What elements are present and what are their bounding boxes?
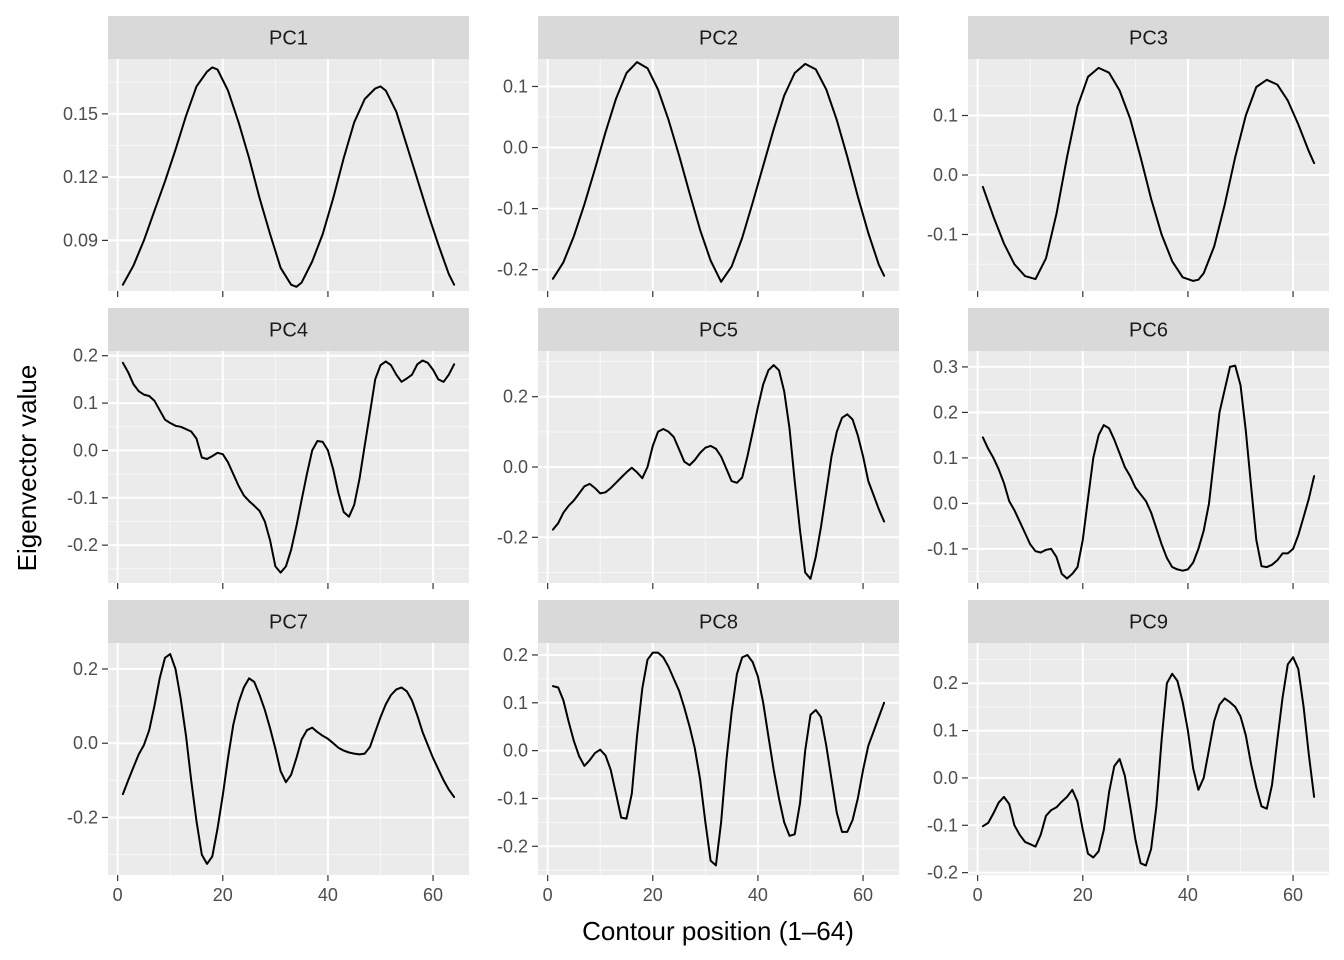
plot-background [108,351,469,583]
panel-pc7: PC7 -0.2 0.0 0.2 0 20 40 60 [67,600,469,905]
x-tick-label: 0 [973,885,983,905]
y-tick-label: 0.1 [73,393,98,413]
y-tick-label: 0.0 [73,440,98,460]
y-tick-label: 0.2 [503,645,528,665]
y-tick-label: -0.1 [67,488,98,508]
facet-strip [538,600,899,643]
series-line-pc6 [981,364,1316,580]
x-tick-label: 20 [643,885,663,905]
facet-strip [968,308,1329,351]
series-line-pc9 [981,656,1316,867]
y-tick-label: -0.2 [497,260,528,280]
panel-pc6: PC6 -0.1 0.0 0.1 0.2 0.3 [927,308,1329,589]
series-line-pc4 [121,359,456,574]
panel-pc3: PC3 -0.1 0.0 0.1 [927,16,1329,297]
x-tick-label: 60 [853,885,873,905]
series-line-pc1 [121,66,456,288]
y-tick-label: 0.0 [73,733,98,753]
x-tick-label: 20 [213,885,233,905]
y-tick-label: -0.2 [927,863,958,883]
panel-pc8: PC8 -0.2 -0.1 0.0 0.1 0.2 0 20 40 60 [497,600,899,905]
y-tick-label: -0.2 [67,807,98,827]
plot-background [108,59,469,291]
x-tick-label: 40 [318,885,338,905]
panel-pc4: PC4 -0.2 -0.1 0.0 0.1 0.2 [67,308,469,589]
facet-strip [108,308,469,351]
y-tick-label: 0.1 [503,76,528,96]
facet-strip-label: PC4 [269,320,308,342]
y-tick-label: 0.0 [503,138,528,158]
y-tick-label: 0.1 [933,721,958,741]
facet-strip-label: PC6 [1129,320,1168,342]
facet-strip-label: PC8 [699,612,738,634]
x-tick-label: 0 [113,885,123,905]
y-tick-label: 0.0 [933,165,958,185]
y-tick-label: -0.1 [927,539,958,559]
y-tick-label: 0.0 [503,741,528,761]
facet-strip [538,16,899,59]
y-tick-label: 0.2 [73,346,98,366]
x-tick-label: 60 [423,885,443,905]
y-tick-label: -0.2 [497,836,528,856]
series-line-pc5 [551,364,886,580]
y-tick-label: 0.1 [503,693,528,713]
y-tick-label: 0.1 [933,106,958,126]
x-tick-label: 20 [1073,885,1093,905]
plot-background [968,643,1329,875]
x-tick-label: 40 [1178,885,1198,905]
series-line-pc2 [551,61,886,283]
series-line-pc8 [551,651,886,867]
series-line-pc7 [121,653,456,865]
facet-strip [968,600,1329,643]
y-tick-label: 0.2 [933,402,958,422]
panel-pc1: PC1 0.09 0.12 0.15 [63,16,469,297]
plot-background [108,643,469,875]
y-tick-label: -0.1 [497,199,528,219]
y-tick-label: -0.1 [927,224,958,244]
y-tick-label: 0.12 [63,167,98,187]
y-axis-title: Eigenvector value [12,365,42,572]
y-tick-label: -0.2 [67,535,98,555]
facet-strip [108,600,469,643]
facet-strip-label: PC7 [269,612,308,634]
plot-background [538,59,899,291]
x-tick-label: 40 [748,885,768,905]
facet-strip-label: PC1 [269,28,308,50]
facet-strip [538,308,899,351]
y-tick-label: -0.1 [497,788,528,808]
y-tick-label: 0.0 [933,493,958,513]
y-tick-label: -0.2 [497,527,528,547]
y-tick-label: -0.1 [927,815,958,835]
y-tick-label: 0.09 [63,230,98,250]
y-tick-label: 0.2 [933,673,958,693]
facet-strip-label: PC3 [1129,28,1168,50]
y-tick-label: 0.1 [933,448,958,468]
y-tick-label: 0.2 [503,387,528,407]
facet-strip [108,16,469,59]
panel-pc2: PC2 -0.2 -0.1 0.0 0.1 [497,16,899,297]
panel-pc5: PC5 -0.2 0.0 0.2 [497,308,899,589]
facet-strip-label: PC2 [699,28,738,50]
y-tick-label: 0.0 [503,457,528,477]
facet-strip [968,16,1329,59]
series-line-pc3 [981,66,1316,282]
y-tick-label: 0.0 [933,768,958,788]
x-axis-title: Contour position (1–64) [582,916,854,946]
y-tick-label: 0.15 [63,104,98,124]
y-tick-label: 0.2 [73,659,98,679]
facet-strip-label: PC9 [1129,612,1168,634]
facet-strip-label: PC5 [699,320,738,342]
x-tick-label: 0 [543,885,553,905]
y-tick-label: 0.3 [933,357,958,377]
x-tick-label: 60 [1283,885,1303,905]
panel-pc9: PC9 -0.2 -0.1 0.0 0.1 0.2 0 20 40 60 [927,600,1329,905]
